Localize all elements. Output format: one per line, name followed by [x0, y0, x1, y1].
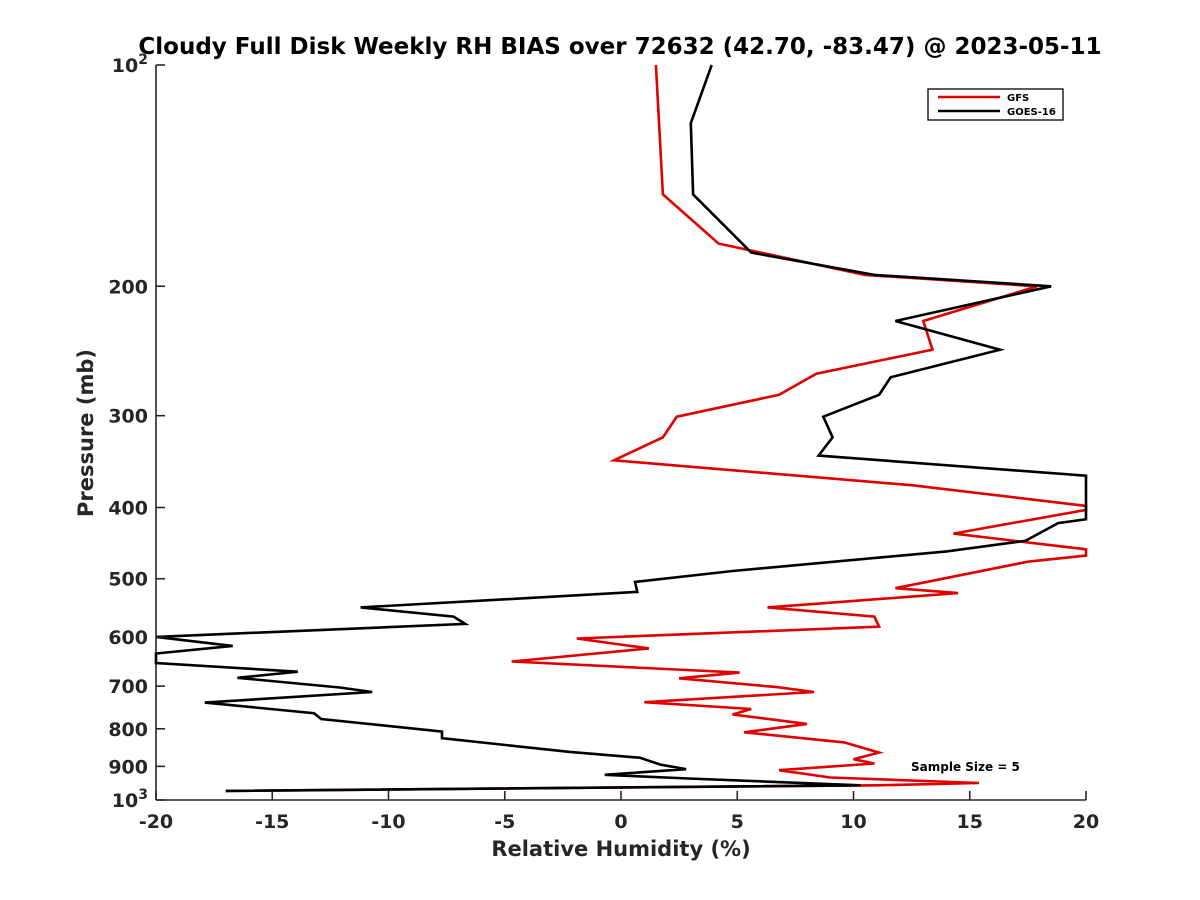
y-axis-ticks: 102 200 300 400 500 600 700 800 900 103 [108, 52, 165, 812]
x-tick-label: -5 [494, 811, 515, 833]
x-tick-label: -10 [371, 811, 405, 833]
legend-label-goes16: GOES-16 [1007, 107, 1056, 118]
y-tick-label: 300 [108, 406, 148, 428]
y-tick-label: 800 [108, 719, 148, 741]
legend: GFS GOES-16 [927, 88, 1064, 121]
x-axis-label: Relative Humidity (%) [491, 837, 750, 861]
x-tick-label: 10 [840, 811, 866, 833]
chart-title: Cloudy Full Disk Weekly RH BIAS over 726… [138, 34, 1101, 60]
x-tick-label: 5 [731, 811, 744, 833]
legend-box [927, 88, 1064, 121]
y-axis-label: Pressure (mb) [74, 349, 98, 517]
y-tick-label: 400 [108, 498, 148, 520]
x-tick-label: 20 [1073, 811, 1099, 833]
x-tick-label: 0 [614, 811, 627, 833]
x-axis-ticks: -20 -15 -10 -5 0 5 10 15 20 [139, 791, 1099, 833]
sample-size-annotation: Sample Size = 5 [911, 760, 1020, 774]
x-tick-label: -15 [255, 811, 289, 833]
series-lines [154, 64, 1088, 793]
y-tick-label: 900 [108, 756, 148, 778]
y-tick-label: 700 [108, 676, 148, 698]
y-tick-label: 200 [108, 276, 148, 298]
series-line-goes-16 [154, 64, 1088, 793]
y-tick-label: 600 [108, 627, 148, 649]
y-tick-label: 102 [112, 52, 148, 77]
y-tick-label: 103 [112, 787, 148, 812]
x-tick-label: 15 [957, 811, 983, 833]
x-tick-label: -20 [139, 811, 173, 833]
series-line-gfs [225, 64, 1088, 793]
plot-axes [155, 65, 1086, 801]
y-tick-label: 500 [108, 569, 148, 591]
legend-label-gfs: GFS [1007, 93, 1029, 104]
